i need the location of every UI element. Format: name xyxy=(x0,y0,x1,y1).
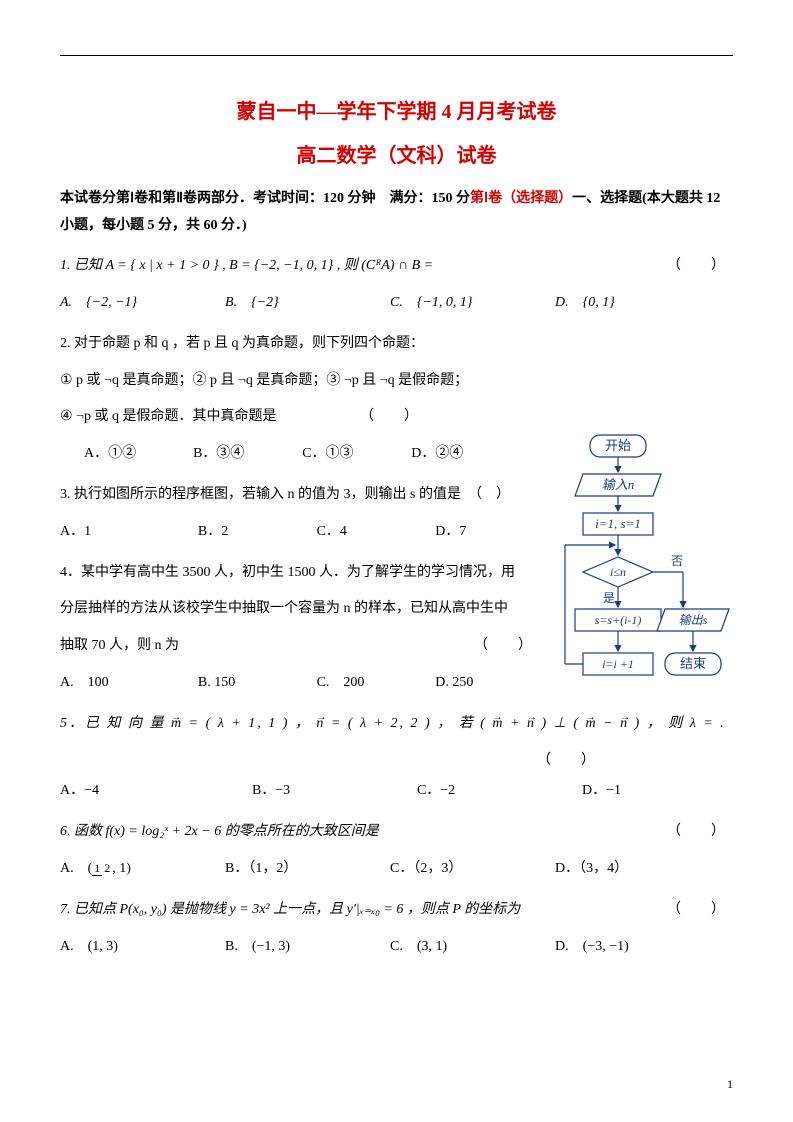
q6-option-a: A. (12, 1) xyxy=(60,854,222,885)
q6-option-b: B．（1，2） xyxy=(225,854,387,885)
q4-option-a: A. 100 xyxy=(60,668,194,699)
fc-input: 输入n xyxy=(602,477,635,492)
q4-option-b: B. 150 xyxy=(198,668,313,699)
title-sub: 高二数学（文科）试卷 xyxy=(60,139,733,168)
fc-init: i=1, s=1 xyxy=(595,516,641,531)
q6-a-pre: A. ( xyxy=(60,861,92,876)
q6-stem: 6. 函数 f(x) = log₂ˣ + 2x − 6 的零点所在的大致区间是 xyxy=(60,824,379,839)
q3-option-d: D．7 xyxy=(435,517,531,548)
fc-body: s=s+(i-1) xyxy=(595,613,642,627)
q3-option-b: B．2 xyxy=(198,517,313,548)
q2-stem-3: ④ ¬p 或 q 是假命题．其中真命题是 xyxy=(60,409,276,424)
q1-blank: （ ） xyxy=(667,251,733,282)
q4-option-c: C. 200 xyxy=(317,668,432,699)
q6-option-c: C．（2，3） xyxy=(390,854,552,885)
q6-a-post: , 1) xyxy=(112,861,131,876)
q3-option-c: C．4 xyxy=(317,517,432,548)
q4-option-d: D. 250 xyxy=(435,668,531,699)
top-rule xyxy=(60,55,733,56)
fc-output: 输出s xyxy=(679,613,708,627)
flowchart-diagram: 开始 输入n i=1, s=1 i≤n 是 否 s=s+(i-1) 输出s i=… xyxy=(553,430,733,720)
fc-no: 否 xyxy=(671,554,683,568)
question-5: 5．已 知 向 量 m = ( λ + 1, 1 ) ， n = ( λ + 2… xyxy=(60,709,733,807)
q2-blank: （ ） xyxy=(360,409,426,424)
section1-label: 第Ⅰ卷（选择题） xyxy=(470,191,572,206)
q3-option-a: A．1 xyxy=(60,517,194,548)
q6-option-d: D．（3，4） xyxy=(555,854,717,885)
q5-option-d: D．−1 xyxy=(582,776,717,807)
question-3: 3. 执行如图所示的程序框图，若输入 n 的值为 3，则输出 s 的值是 （ ）… xyxy=(60,480,540,548)
frac-den: 2 xyxy=(102,861,112,875)
fc-end: 结束 xyxy=(680,656,706,671)
frac-num: 1 xyxy=(92,861,102,876)
q1-option-d: D. {0, 1} xyxy=(555,288,717,319)
fc-yes: 是 xyxy=(603,591,615,605)
q5-option-c: C．−2 xyxy=(417,776,579,807)
q1-option-a: A. {−2, −1} xyxy=(60,288,222,319)
q3-stem: 3. 执行如图所示的程序框图，若输入 n 的值为 3，则输出 s 的值是 （ ） xyxy=(60,480,540,511)
q5-option-a: A．−4 xyxy=(60,776,248,807)
q7-option-c: C. (3, 1) xyxy=(390,932,552,963)
q7-option-d: D. (−3, −1) xyxy=(555,932,717,963)
fc-start: 开始 xyxy=(605,438,631,453)
q6-blank: （ ） xyxy=(667,817,733,848)
q1-option-c: C. {−1, 0, 1} xyxy=(390,288,552,319)
q5-blank: （ ） xyxy=(60,746,733,777)
page-number: 1 xyxy=(727,1077,733,1092)
fc-cond: i≤n xyxy=(610,565,626,579)
q4-stem-2: 分层抽样的方法从该校学生中抽取一个容量为 n 的样本，已知从高中生中 xyxy=(60,594,540,625)
question-1: 1. 已知 A = { x | x + 1 > 0 } , B = {−2, −… xyxy=(60,251,733,319)
q7-option-a: A. (1, 3) xyxy=(60,932,222,963)
q7-option-b: B. (−1, 3) xyxy=(225,932,387,963)
q4-stem-3: 抽取 70 人，则 n 为 xyxy=(60,638,179,653)
question-6: 6. 函数 f(x) = log₂ˣ + 2x − 6 的零点所在的大致区间是 … xyxy=(60,817,733,885)
q1-option-b: B. {−2} xyxy=(225,288,387,319)
q4-stem-1: 4．某中学有高中生 3500 人，初中生 1500 人．为了解学生的学习情况，用 xyxy=(60,558,540,589)
question-4: 4．某中学有高中生 3500 人，初中生 1500 人．为了解学生的学习情况，用… xyxy=(60,558,540,699)
q7-blank: （ ） xyxy=(667,895,733,926)
exam-instructions: 本试卷分第Ⅰ卷和第Ⅱ卷两部分．考试时间：120 分钟 满分：150 分第Ⅰ卷（选… xyxy=(60,186,733,239)
instr-part1: 本试卷分第Ⅰ卷和第Ⅱ卷两部分．考试时间：120 分钟 满分：150 分 xyxy=(60,191,470,206)
q4-blank: （ ） xyxy=(474,631,540,662)
q2-stem-1: 2. 对于命题 p 和 q ，若 p 且 q 为真命题，则下列四个命题： xyxy=(60,329,733,360)
q2-option-b: B．③④ xyxy=(193,439,299,470)
question-7: 7. 已知点 P(x₀, y₀) 是抛物线 y = 3x² 上一点，且 y′|ₓ… xyxy=(60,895,733,963)
fc-inc: i=i +1 xyxy=(602,657,634,671)
q5-option-b: B．−3 xyxy=(252,776,414,807)
q2-option-c: C．①③ xyxy=(302,439,408,470)
q7-stem: 7. 已知点 P(x₀, y₀) 是抛物线 y = 3x² 上一点，且 y′|ₓ… xyxy=(60,902,520,917)
title-main: 蒙自一中—学年下学期 4 月月考试卷 xyxy=(60,95,733,124)
q2-option-d: D．②④ xyxy=(411,439,517,470)
q2-stem-2: ① p 或 ¬q 是真命题；② p 且 ¬q 是真命题；③ ¬p 且 ¬q 是假… xyxy=(60,366,733,397)
q1-stem: 1. 已知 A = { x | x + 1 > 0 } , B = {−2, −… xyxy=(60,258,433,273)
q2-option-a: A．①② xyxy=(84,439,190,470)
